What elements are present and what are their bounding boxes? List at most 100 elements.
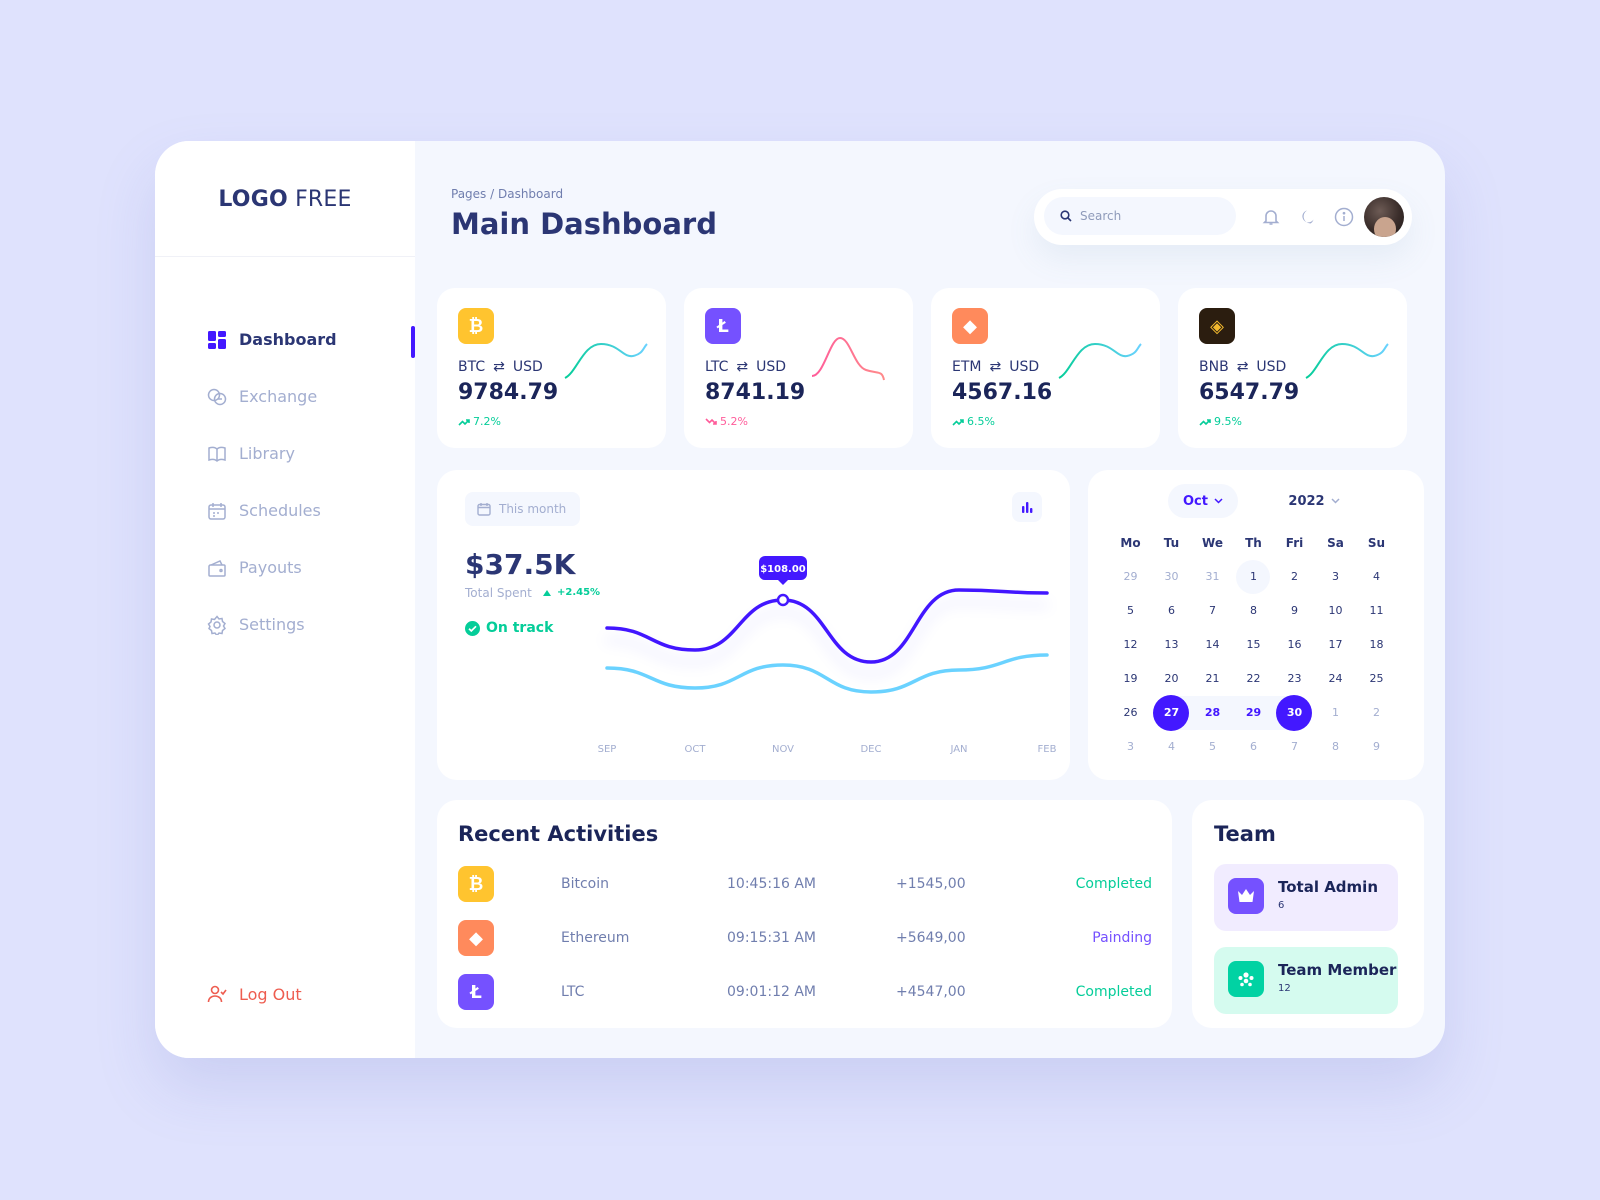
sidebar-item-label: Schedules bbox=[239, 501, 321, 520]
activity-row[interactable]: Ł LTC 09:01:12 AM +4547,00 Completed bbox=[458, 974, 1152, 1010]
calendar-day[interactable]: 26 bbox=[1123, 706, 1138, 719]
breadcrumb[interactable]: Pages / Dashboard bbox=[451, 187, 564, 201]
trend-up-icon bbox=[952, 418, 964, 426]
calendar-day[interactable]: 10 bbox=[1328, 604, 1343, 617]
calendar-day[interactable]: 6 bbox=[1250, 740, 1257, 753]
sidebar-item-label: Dashboard bbox=[239, 330, 337, 349]
coin-card-etm[interactable]: ◆ ETM ⇄ USD 4567.16 6.5% bbox=[931, 288, 1160, 448]
weekday-label: We bbox=[1202, 536, 1223, 550]
calendar-day[interactable]: 21 bbox=[1205, 672, 1220, 685]
team-item-team-member[interactable]: Team Member 12 bbox=[1214, 947, 1398, 1014]
calendar-day[interactable]: 30 bbox=[1164, 570, 1179, 583]
chart-tooltip: $108.00 bbox=[759, 556, 807, 585]
calendar-day[interactable]: 7 bbox=[1209, 604, 1216, 617]
highlight-point[interactable] bbox=[776, 593, 790, 607]
coin-card-ltc[interactable]: Ł LTC ⇄ USD 8741.19 5.2% bbox=[684, 288, 913, 448]
team-item-count: 12 bbox=[1278, 983, 1291, 994]
moon-icon[interactable] bbox=[1296, 206, 1318, 228]
sidebar-divider bbox=[155, 256, 415, 257]
sidebar-item-settings[interactable]: Settings bbox=[207, 596, 415, 653]
calendar-day[interactable]: 25 bbox=[1369, 672, 1384, 685]
weekday-label: Sa bbox=[1327, 536, 1344, 550]
coin-price: 4567.16 bbox=[952, 380, 1053, 405]
calendar-day[interactable]: 4 bbox=[1373, 570, 1380, 583]
period-select-button[interactable]: This month bbox=[465, 492, 581, 526]
wallet-icon bbox=[207, 558, 227, 578]
coin-symbol: BNB bbox=[1199, 359, 1229, 375]
calendar-day[interactable]: 13 bbox=[1164, 638, 1179, 651]
bell-icon[interactable] bbox=[1260, 206, 1282, 228]
activity-row[interactable]: ₿ Bitcoin 10:45:16 AM +1545,00 Completed bbox=[458, 866, 1152, 902]
logout-button[interactable]: Log Out bbox=[207, 984, 302, 1004]
bar-chart-toggle-button[interactable] bbox=[1012, 492, 1042, 522]
calendar-day[interactable]: 22 bbox=[1246, 672, 1261, 685]
calendar-day[interactable]: 27 bbox=[1151, 695, 1192, 731]
x-tick-label: FEB bbox=[1038, 744, 1057, 755]
calendar-week-row: 3 4 5 6 7 8 9 bbox=[1110, 730, 1400, 764]
sidebar: LOGO FREE Dashboard Exchange Lib bbox=[155, 141, 415, 1058]
sidebar-item-library[interactable]: Library bbox=[207, 425, 415, 482]
status-badge: On track bbox=[465, 620, 553, 636]
calendar-day[interactable]: 14 bbox=[1205, 638, 1220, 651]
activity-amount: +1545,00 bbox=[896, 876, 966, 892]
calendar-day[interactable]: 3 bbox=[1127, 740, 1134, 753]
calendar-day[interactable]: 24 bbox=[1328, 672, 1343, 685]
bitcoin-icon: ₿ bbox=[458, 866, 494, 902]
sidebar-item-label: Library bbox=[239, 444, 295, 463]
calendar-week-row: 12 13 14 15 16 17 18 bbox=[1110, 628, 1400, 662]
calendar-day[interactable]: 9 bbox=[1373, 740, 1380, 753]
calendar-day[interactable]: 1 bbox=[1332, 706, 1339, 719]
calendar-day[interactable]: 2 bbox=[1373, 706, 1380, 719]
calendar-day[interactable]: 16 bbox=[1287, 638, 1302, 651]
search-input[interactable] bbox=[1080, 209, 1220, 223]
calendar-day[interactable]: 7 bbox=[1291, 740, 1298, 753]
calendar-day[interactable]: 5 bbox=[1209, 740, 1216, 753]
calendar-day[interactable]: 29 bbox=[1123, 570, 1138, 583]
calendar-day[interactable]: 23 bbox=[1287, 672, 1302, 685]
sidebar-item-dashboard[interactable]: Dashboard bbox=[207, 311, 415, 368]
calendar-day[interactable]: 19 bbox=[1123, 672, 1138, 685]
coin-card-bnb[interactable]: ◈ BNB ⇄ USD 6547.79 9.5% bbox=[1178, 288, 1407, 448]
calendar-day[interactable]: 1 bbox=[1233, 560, 1274, 594]
team-item-name: Team Member bbox=[1278, 961, 1397, 979]
calendar-day[interactable]: 9 bbox=[1291, 604, 1298, 617]
calendar-day[interactable]: 4 bbox=[1168, 740, 1175, 753]
calendar-day[interactable]: 8 bbox=[1250, 604, 1257, 617]
sparkline bbox=[1305, 342, 1389, 379]
status-text: On track bbox=[486, 620, 554, 636]
month-select[interactable]: Oct bbox=[1168, 484, 1238, 518]
calendar-day[interactable]: 5 bbox=[1127, 604, 1134, 617]
year-select[interactable]: 2022 bbox=[1284, 484, 1344, 518]
spending-chart-card: This month $37.5K Total Spent +2.45% On … bbox=[437, 470, 1070, 780]
logo[interactable]: LOGO FREE bbox=[155, 187, 415, 212]
calendar-day[interactable]: 31 bbox=[1205, 570, 1220, 583]
calendar-day[interactable]: 30 bbox=[1274, 695, 1315, 731]
dashboard-window: LOGO FREE Dashboard Exchange Lib bbox=[155, 141, 1445, 1058]
coin-price: 6547.79 bbox=[1199, 380, 1300, 405]
calendar-day[interactable]: 28 bbox=[1204, 706, 1221, 719]
calendar-day[interactable]: 2 bbox=[1291, 570, 1298, 583]
calendar-day[interactable]: 18 bbox=[1369, 638, 1384, 651]
calendar-day[interactable]: 15 bbox=[1246, 638, 1261, 651]
coin-pair: LTC ⇄ USD bbox=[705, 359, 786, 375]
calendar-day[interactable]: 6 bbox=[1168, 604, 1175, 617]
coin-card-btc[interactable]: ₿ BTC ⇄ USD 9784.79 7.2% bbox=[437, 288, 666, 448]
info-icon[interactable] bbox=[1333, 206, 1355, 228]
calendar-day[interactable]: 12 bbox=[1123, 638, 1138, 651]
team-item-total-admin[interactable]: Total Admin 6 bbox=[1214, 864, 1398, 931]
calendar-day[interactable]: 29 bbox=[1245, 706, 1262, 719]
calendar-day[interactable]: 11 bbox=[1369, 604, 1384, 617]
sparkline bbox=[564, 342, 648, 379]
litecoin-icon: Ł bbox=[458, 974, 494, 1010]
sidebar-item-payouts[interactable]: Payouts bbox=[207, 539, 415, 596]
sidebar-item-exchange[interactable]: Exchange bbox=[207, 368, 415, 425]
activity-row[interactable]: ◆ Ethereum 09:15:31 AM +5649,00 Painding bbox=[458, 920, 1152, 956]
calendar-day[interactable]: 17 bbox=[1328, 638, 1343, 651]
calendar-day[interactable]: 8 bbox=[1332, 740, 1339, 753]
calendar-day[interactable]: 3 bbox=[1332, 570, 1339, 583]
coin-pair: BTC ⇄ USD bbox=[458, 359, 543, 375]
avatar[interactable] bbox=[1364, 197, 1404, 237]
sidebar-item-schedules[interactable]: Schedules bbox=[207, 482, 415, 539]
activity-amount: +4547,00 bbox=[896, 984, 966, 1000]
calendar-day[interactable]: 20 bbox=[1164, 672, 1179, 685]
